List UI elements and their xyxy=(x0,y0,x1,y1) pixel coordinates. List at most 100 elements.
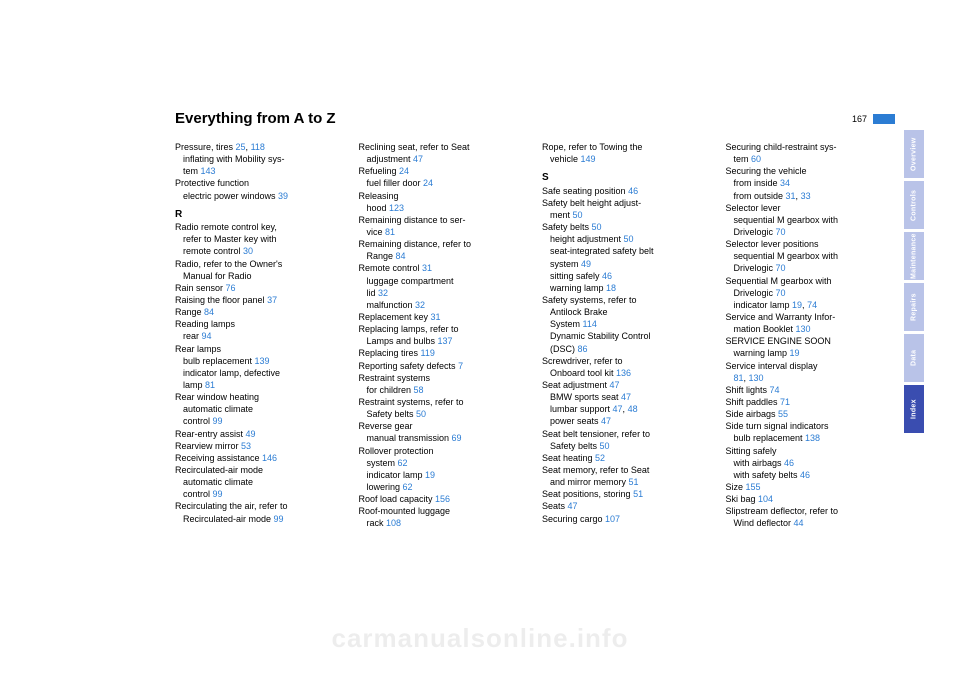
page-ref[interactable]: 74 xyxy=(807,300,817,310)
page-ref[interactable]: 30 xyxy=(243,246,253,256)
page-ref[interactable]: 108 xyxy=(386,518,401,528)
entry-text: Remaining distance to ser- xyxy=(359,215,466,225)
page-ref[interactable]: 18 xyxy=(606,283,616,293)
page-ref[interactable]: 70 xyxy=(776,263,786,273)
side-tab-data[interactable]: Data xyxy=(904,334,924,382)
page-ref[interactable]: 53 xyxy=(241,441,251,451)
page-ref[interactable]: 119 xyxy=(421,348,435,358)
page-ref[interactable]: 139 xyxy=(255,356,270,366)
page-ref[interactable]: 84 xyxy=(204,307,214,317)
page-ref[interactable]: 94 xyxy=(202,331,212,341)
page-ref[interactable]: 24 xyxy=(423,178,433,188)
index-entry: Recirculating the air, refer to xyxy=(175,500,345,512)
page-ref[interactable]: 118 xyxy=(251,142,265,152)
page-ref[interactable]: 81 xyxy=(385,227,395,237)
entry-text: Dynamic Stability Control xyxy=(550,331,651,341)
page-ref[interactable]: 81 xyxy=(205,380,215,390)
page-ref[interactable]: 143 xyxy=(201,166,216,176)
page-ref[interactable]: 69 xyxy=(452,433,462,443)
page-ref[interactable]: 146 xyxy=(262,453,277,463)
page-ref[interactable]: 46 xyxy=(800,470,810,480)
side-tab-index[interactable]: Index xyxy=(904,385,924,433)
index-entry: Restraint systems xyxy=(359,372,529,384)
page-ref[interactable]: 47 xyxy=(613,404,623,414)
entry-text: Radio remote control key, xyxy=(175,222,277,232)
page-ref[interactable]: 25 xyxy=(236,142,246,152)
page-ref[interactable]: 62 xyxy=(403,482,413,492)
page-ref[interactable]: 50 xyxy=(592,222,602,232)
side-tab-repairs[interactable]: Repairs xyxy=(904,283,924,331)
page-ref[interactable]: 50 xyxy=(573,210,583,220)
page-ref[interactable]: 76 xyxy=(226,283,236,293)
page-ref[interactable]: 149 xyxy=(581,154,596,164)
page-ref[interactable]: 81 xyxy=(734,373,744,383)
page-ref[interactable]: 47 xyxy=(413,154,423,164)
page-ref[interactable]: 39 xyxy=(278,191,288,201)
page-ref[interactable]: 60 xyxy=(751,154,761,164)
side-tab-maintenance[interactable]: Maintenance xyxy=(904,232,924,280)
page-ref[interactable]: 51 xyxy=(633,489,643,499)
page-ref[interactable]: 47 xyxy=(621,392,631,402)
page-ref[interactable]: 52 xyxy=(595,453,605,463)
page-ref[interactable]: 32 xyxy=(378,288,388,298)
page-ref[interactable]: 7 xyxy=(458,361,463,371)
page-ref[interactable]: 47 xyxy=(601,416,611,426)
page-ref[interactable]: 107 xyxy=(605,514,620,524)
page-ref[interactable]: 33 xyxy=(801,191,811,201)
page-ref[interactable]: 99 xyxy=(213,489,223,499)
page-ref[interactable]: 138 xyxy=(805,433,820,443)
page-ref[interactable]: 50 xyxy=(416,409,426,419)
page-ref[interactable]: 58 xyxy=(414,385,424,395)
page-ref[interactable]: 104 xyxy=(758,494,773,504)
page-ref[interactable]: 46 xyxy=(784,458,794,468)
page-ref[interactable]: 136 xyxy=(616,368,631,378)
entry-text: Seat heating xyxy=(542,453,595,463)
index-entry: tem 143 xyxy=(175,165,345,177)
page-ref[interactable]: 155 xyxy=(746,482,761,492)
page-ref[interactable]: 44 xyxy=(794,518,804,528)
page-ref[interactable]: 114 xyxy=(583,319,597,329)
page-ref[interactable]: 99 xyxy=(274,514,284,524)
page-ref[interactable]: 70 xyxy=(776,227,786,237)
page-ref[interactable]: 49 xyxy=(581,259,591,269)
page-ref[interactable]: 99 xyxy=(213,416,223,426)
page-ref[interactable]: 156 xyxy=(435,494,450,504)
page-ref[interactable]: 31 xyxy=(786,191,796,201)
page-ref[interactable]: 130 xyxy=(796,324,811,334)
page-ref[interactable]: 130 xyxy=(749,373,764,383)
page-ref[interactable]: 31 xyxy=(431,312,441,322)
entry-text: Recirculated-air mode xyxy=(175,465,263,475)
page-ref[interactable]: 50 xyxy=(600,441,610,451)
page-ref[interactable]: 71 xyxy=(780,397,790,407)
entry-text: Seats xyxy=(542,501,568,511)
page-ref[interactable]: 24 xyxy=(399,166,409,176)
page-ref[interactable]: 48 xyxy=(628,404,638,414)
page-ref[interactable]: 19 xyxy=(425,470,435,480)
page-ref[interactable]: 137 xyxy=(438,336,453,346)
page-ref[interactable]: 46 xyxy=(628,186,638,196)
page-ref[interactable]: 46 xyxy=(602,271,612,281)
page-ref[interactable]: 62 xyxy=(398,458,408,468)
page-ref[interactable]: 51 xyxy=(629,477,639,487)
page-ref[interactable]: 74 xyxy=(770,385,780,395)
side-tab-overview[interactable]: Overview xyxy=(904,130,924,178)
page-ref[interactable]: 47 xyxy=(610,380,620,390)
page-ref[interactable]: 70 xyxy=(776,288,786,298)
index-entry: Rain sensor 76 xyxy=(175,282,345,294)
page-ref[interactable]: 50 xyxy=(624,234,634,244)
page-ref[interactable]: 86 xyxy=(578,344,588,354)
page-ref[interactable]: 32 xyxy=(415,300,425,310)
page-ref[interactable]: 34 xyxy=(780,178,790,188)
page-ref[interactable]: 31 xyxy=(422,263,432,273)
page-ref[interactable]: 47 xyxy=(568,501,578,511)
page-ref[interactable]: 55 xyxy=(778,409,788,419)
side-tab-controls[interactable]: Controls xyxy=(904,181,924,229)
page-ref[interactable]: 37 xyxy=(267,295,277,305)
page-ref[interactable]: 19 xyxy=(792,300,802,310)
page-ref[interactable]: 84 xyxy=(396,251,406,261)
section-letter: S xyxy=(542,171,712,185)
page-ref[interactable]: 49 xyxy=(246,429,256,439)
entry-text: for children xyxy=(367,385,414,395)
page-ref[interactable]: 123 xyxy=(389,203,404,213)
page-ref[interactable]: 19 xyxy=(790,348,800,358)
